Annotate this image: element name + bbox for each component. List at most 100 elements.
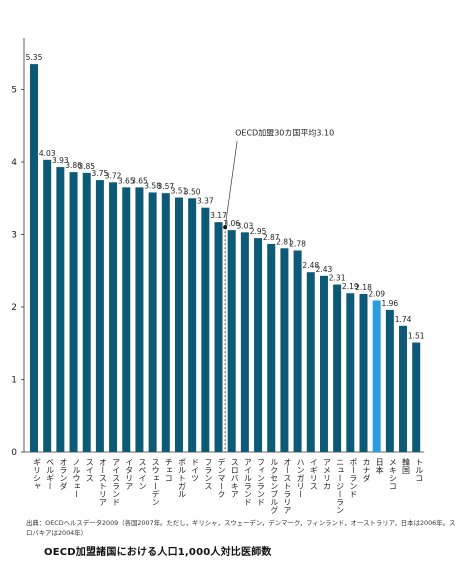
data-label: 3.72 [105, 171, 122, 180]
bar [56, 167, 65, 452]
data-label: 5.35 [26, 53, 43, 62]
data-label: 2.18 [355, 283, 372, 292]
y-tick-label: 0 [11, 448, 17, 458]
category-label: メキシコ [388, 458, 397, 490]
data-label: 1.51 [408, 332, 425, 341]
bar [30, 64, 38, 452]
data-label: 3.51 [171, 187, 188, 196]
category-label: チェコ [164, 458, 173, 482]
data-label: 2.87 [263, 233, 280, 242]
category-label: スロバキア [230, 458, 239, 498]
data-label: 2.78 [289, 239, 306, 248]
category-label: アメリカ [322, 458, 331, 490]
bar [161, 193, 170, 453]
data-label: 3.58 [144, 181, 161, 190]
category-label: スイス [85, 458, 94, 482]
bar [227, 230, 236, 452]
data-label: 2.95 [250, 227, 267, 236]
bar [267, 243, 276, 452]
data-label: 2.81 [276, 237, 293, 246]
category-label: ノルウェー [72, 458, 81, 498]
bar [346, 293, 355, 452]
data-label: 1.96 [382, 299, 399, 308]
data-label: 3.85 [78, 162, 95, 171]
data-label: 3.57 [157, 182, 174, 191]
category-label: ハンガリー [296, 458, 305, 498]
data-label: 1.74 [395, 315, 412, 324]
bar [372, 300, 381, 452]
y-tick-label: 3 [11, 231, 17, 241]
category-label: オーストラリア [283, 458, 292, 514]
category-label: オーストリア [98, 458, 107, 506]
data-label: 2.48 [302, 261, 319, 270]
bar [333, 284, 342, 452]
data-label: 3.75 [92, 169, 109, 178]
bar [188, 198, 197, 452]
y-tick-label: 4 [11, 158, 17, 168]
category-label: ルクセンブルグ [270, 458, 279, 514]
bar [82, 172, 91, 452]
category-label: ニュージーランド [336, 458, 345, 515]
y-tick-label: 1 [11, 376, 17, 386]
category-label: アイスランド [112, 458, 121, 506]
bar [69, 172, 78, 452]
category-label: フランス [204, 458, 213, 490]
bar [293, 250, 302, 452]
bar [122, 187, 131, 452]
average-callout-line [224, 141, 238, 228]
category-label: イタリア [125, 458, 134, 490]
data-label: 2.09 [368, 289, 385, 298]
bar [214, 222, 223, 452]
data-label: 3.65 [131, 176, 148, 185]
data-label: 3.06 [223, 219, 240, 228]
data-label: 3.65 [118, 176, 135, 185]
bar [399, 325, 408, 452]
bar [201, 207, 210, 452]
data-label: 3.03 [237, 221, 254, 230]
bar [359, 293, 368, 452]
y-tick-label: 2 [11, 303, 17, 313]
bar [412, 342, 421, 452]
category-label: スペイン [138, 458, 147, 490]
bar [319, 275, 328, 452]
category-label: カナダ [362, 458, 371, 482]
bar [109, 182, 118, 453]
category-label: 日本 [375, 458, 384, 475]
data-label: 2.43 [316, 265, 333, 274]
bar [135, 187, 144, 452]
bar [254, 238, 263, 452]
bar [148, 192, 157, 452]
data-label: 3.37 [197, 197, 214, 206]
category-label: スウェーデン [151, 458, 160, 506]
average-label: OECD加盟30カ国平均3.10 [235, 127, 334, 137]
bar-chart: 0 1 2 3 4 5 5.35 ギリシャ 4.03 ベルギー 3.93 オランダ 3.86 ノルウェー… [11, 38, 425, 515]
data-label: 3.86 [65, 161, 82, 170]
bars-layer [30, 64, 421, 453]
category-label: フィンランド [257, 458, 266, 506]
category-label: ドイツ [191, 458, 200, 482]
average-layer: OECD加盟30カ国平均3.10 [223, 127, 334, 452]
chart-caption: OECD加盟諸国における人口1,000人対比医師数 [44, 547, 272, 558]
category-label: ポルトガル [177, 458, 186, 498]
category-label: ギリシャ [33, 458, 42, 490]
category-label: アイルランド [243, 458, 252, 506]
category-label: ポーランド [349, 458, 358, 498]
category-label: トルコ [415, 458, 424, 482]
data-label: 3.50 [184, 187, 201, 196]
category-label: オランダ [59, 458, 68, 490]
labels-layer: 5.35 ギリシャ 4.03 ベルギー 3.93 オランダ 3.86 ノルウェー 3.85 スイス… [26, 53, 425, 515]
bar [385, 309, 394, 452]
data-label: 3.93 [52, 156, 69, 165]
bar [95, 180, 104, 452]
category-label: デンマーク [217, 457, 226, 498]
data-label: 3.17 [210, 211, 227, 220]
category-label: ベルギー [46, 458, 55, 490]
bar [280, 248, 289, 452]
bar [306, 272, 315, 452]
y-tick-label: 5 [11, 86, 17, 96]
data-label: 2.31 [329, 274, 346, 283]
source-note: 出典：OECDヘルスデータ2009（各国2007年。ただし，ギリシャ，スウェーデ… [26, 519, 456, 537]
category-label: イギリス [309, 458, 318, 490]
category-label: 韓国 [402, 457, 411, 475]
bar [240, 232, 249, 452]
